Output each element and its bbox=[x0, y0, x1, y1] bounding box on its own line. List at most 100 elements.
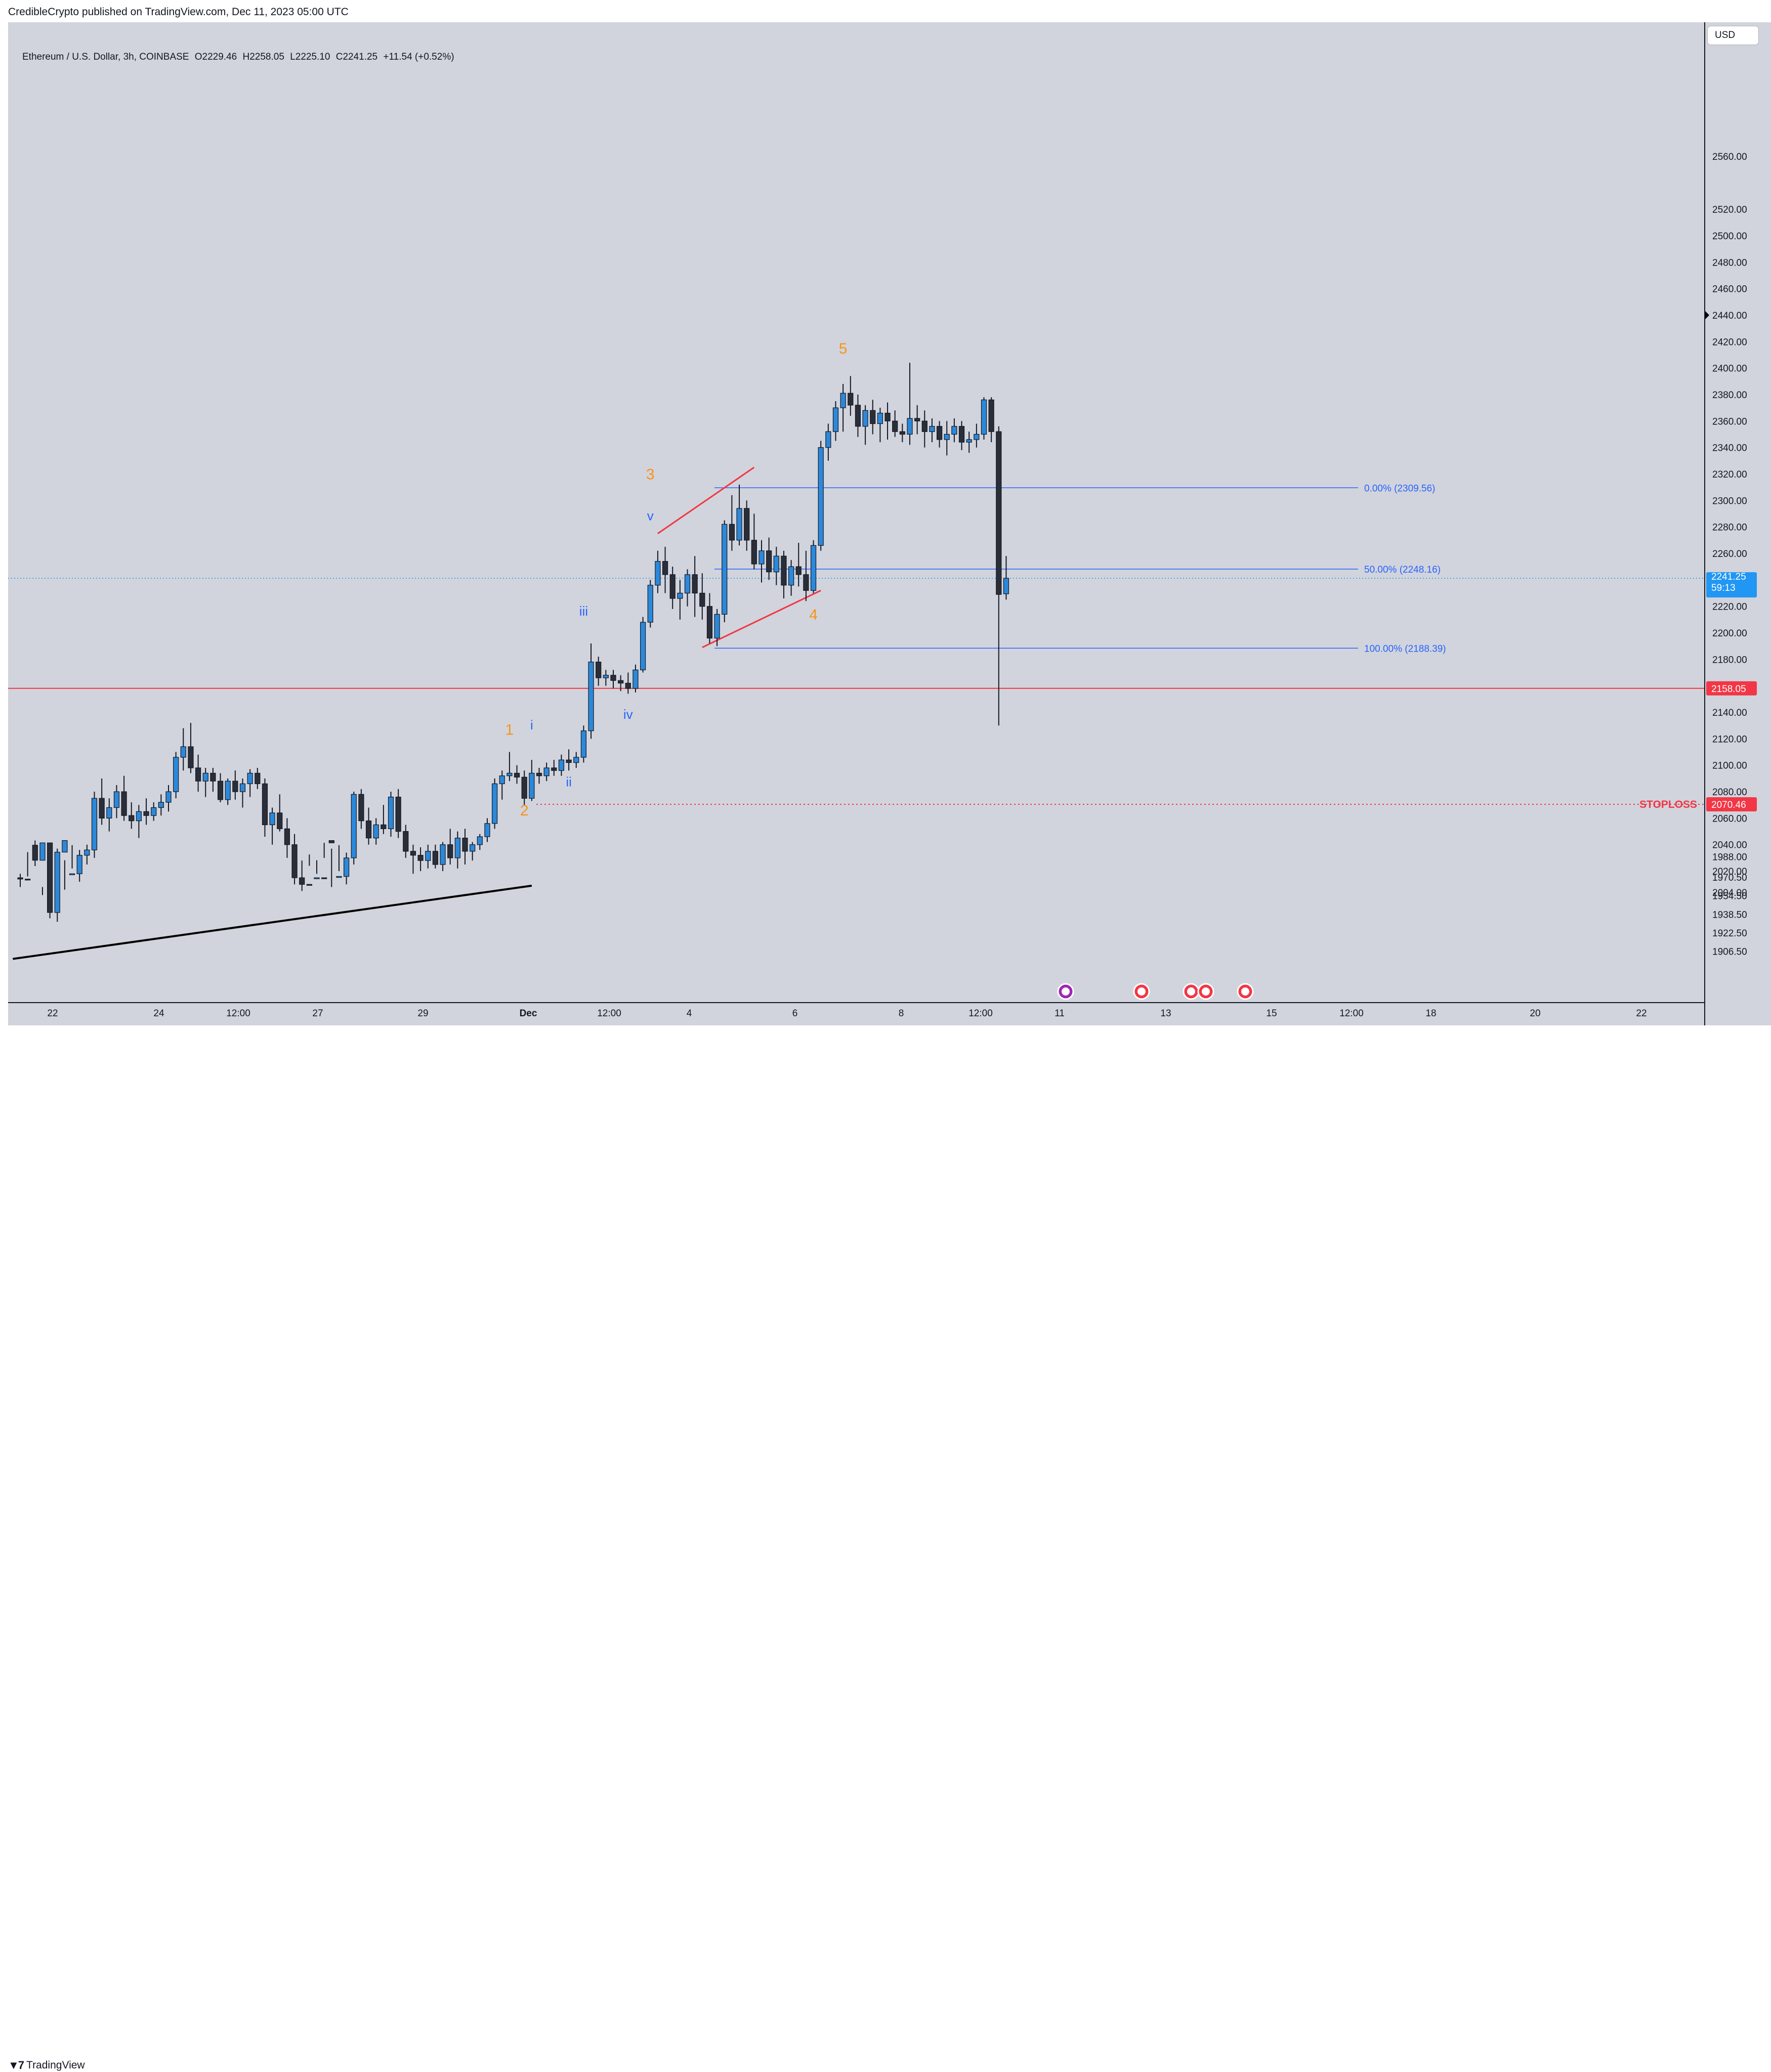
candle-body bbox=[217, 781, 224, 800]
candle-body bbox=[981, 399, 987, 435]
time-tick-label: 4 bbox=[687, 1008, 692, 1019]
price-tick-label: 2400.00 bbox=[1712, 364, 1747, 374]
price-axis-divider bbox=[1704, 22, 1705, 1025]
us-economic-event-icon bbox=[1133, 983, 1150, 1000]
candle-body bbox=[877, 412, 883, 424]
price-axis[interactable]: 2560.00 2520.00 2500.00 2480.00 2460.00 2440.… bbox=[1705, 22, 1771, 1025]
time-tick-label: 18 bbox=[1425, 1008, 1436, 1019]
candle-body bbox=[25, 879, 31, 881]
brand-label: TradingView bbox=[26, 2059, 85, 2071]
candle-body bbox=[417, 855, 424, 861]
candle-body bbox=[988, 399, 994, 432]
candle-body bbox=[314, 877, 320, 879]
level-price-tag bbox=[1706, 797, 1757, 812]
candle-body bbox=[692, 574, 698, 594]
candle-body bbox=[284, 828, 290, 845]
price-tick-label: 2100.00 bbox=[1712, 761, 1747, 771]
candle-body bbox=[388, 796, 394, 829]
candle-body bbox=[121, 791, 127, 816]
chart-area[interactable]: 22 24 12:00 27 29 Dec 12:00 4 6 8 12:00 11 13 15 12:00… bbox=[8, 22, 1704, 1025]
wave-label: iv bbox=[623, 707, 633, 722]
price-tick-label: 1938.50 bbox=[1712, 910, 1747, 920]
candle-body bbox=[225, 781, 231, 800]
candle-body bbox=[232, 781, 238, 792]
level-price-tag-text: 2158.05 bbox=[1711, 684, 1746, 695]
tradingview-brand[interactable]: ▼7 TradingView bbox=[8, 2059, 85, 2072]
candle-body bbox=[618, 680, 624, 684]
price-tick-label: 1906.50 bbox=[1712, 947, 1747, 958]
candle-body bbox=[729, 524, 735, 541]
candle-body bbox=[610, 675, 616, 681]
price-tick-label: 1988.00 bbox=[1712, 852, 1747, 863]
candle-body bbox=[440, 844, 446, 865]
candle-body bbox=[669, 574, 676, 599]
time-tick-label: Dec bbox=[520, 1008, 537, 1019]
candle-body bbox=[788, 566, 794, 586]
candle-body bbox=[499, 775, 505, 784]
candle-body bbox=[1003, 578, 1009, 594]
candle-body bbox=[921, 420, 927, 432]
candle-body bbox=[907, 418, 913, 435]
candle-body bbox=[714, 614, 720, 639]
candle-body bbox=[810, 545, 817, 591]
candle-body bbox=[536, 772, 542, 776]
wave-label: 3 bbox=[646, 466, 655, 483]
wave-label: ii bbox=[566, 774, 572, 790]
time-tick-label: 12:00 bbox=[1339, 1008, 1364, 1019]
price-tick-label: 2480.00 bbox=[1712, 257, 1747, 268]
candle-body bbox=[277, 812, 283, 829]
candle-body bbox=[47, 842, 53, 913]
currency-selector[interactable]: USD bbox=[1708, 26, 1758, 45]
chart-svg[interactable]: 22 24 12:00 27 29 Dec 12:00 4 6 8 12:00 11 13 15 12:00… bbox=[8, 22, 1704, 1025]
candle-body bbox=[974, 434, 980, 440]
candle-body bbox=[165, 791, 172, 803]
candle-body bbox=[795, 566, 802, 575]
candle-body bbox=[195, 767, 201, 782]
candle-body bbox=[210, 772, 216, 782]
candle-body bbox=[99, 798, 105, 819]
publish-bar: CredibleCrypto published on TradingView.… bbox=[0, 0, 1771, 22]
price-tick-label: 2320.00 bbox=[1712, 469, 1747, 480]
candle-body bbox=[54, 851, 60, 913]
time-tick-label: 27 bbox=[312, 1008, 323, 1019]
us-economic-event-icon bbox=[1197, 983, 1214, 1000]
price-tick-label: 2420.00 bbox=[1712, 337, 1747, 348]
candle-body bbox=[566, 759, 572, 763]
candle-body bbox=[84, 849, 90, 856]
candle-body bbox=[321, 877, 327, 879]
candle-body bbox=[151, 807, 157, 816]
time-tick-label: 29 bbox=[417, 1008, 428, 1019]
candle-body bbox=[758, 550, 765, 565]
event-dot bbox=[1202, 987, 1210, 996]
time-tick-label: 24 bbox=[153, 1008, 164, 1019]
candle-body bbox=[722, 524, 728, 615]
candle-body bbox=[484, 823, 490, 837]
time-tick-label: 6 bbox=[792, 1008, 798, 1019]
legend-high: H2258.05 bbox=[242, 52, 284, 62]
candle-body bbox=[425, 851, 431, 861]
wave-label: 1 bbox=[505, 722, 514, 739]
candle-body bbox=[432, 851, 439, 865]
event-dot bbox=[1187, 987, 1195, 996]
price-tick-label: 2340.00 bbox=[1712, 443, 1747, 454]
wave-label: iii bbox=[579, 603, 588, 619]
candle-body bbox=[143, 811, 149, 816]
wave-label: 2 bbox=[520, 802, 529, 819]
candle-body bbox=[514, 772, 520, 778]
candle-body bbox=[343, 857, 350, 877]
candle-body bbox=[336, 876, 342, 878]
event-dot bbox=[1062, 987, 1070, 996]
candle-body bbox=[870, 410, 876, 424]
candle-body bbox=[507, 772, 513, 776]
candle-body bbox=[914, 418, 920, 421]
candle-body bbox=[129, 815, 135, 822]
wave-label: 5 bbox=[839, 340, 848, 357]
time-tick-label: 13 bbox=[1160, 1008, 1171, 1019]
candle-body bbox=[188, 746, 194, 768]
candle-body bbox=[892, 420, 898, 432]
candle-body bbox=[840, 393, 846, 408]
event-dot bbox=[1137, 987, 1146, 996]
candle-body bbox=[373, 824, 379, 839]
candle-body bbox=[996, 431, 1002, 595]
candle-body bbox=[32, 845, 38, 861]
